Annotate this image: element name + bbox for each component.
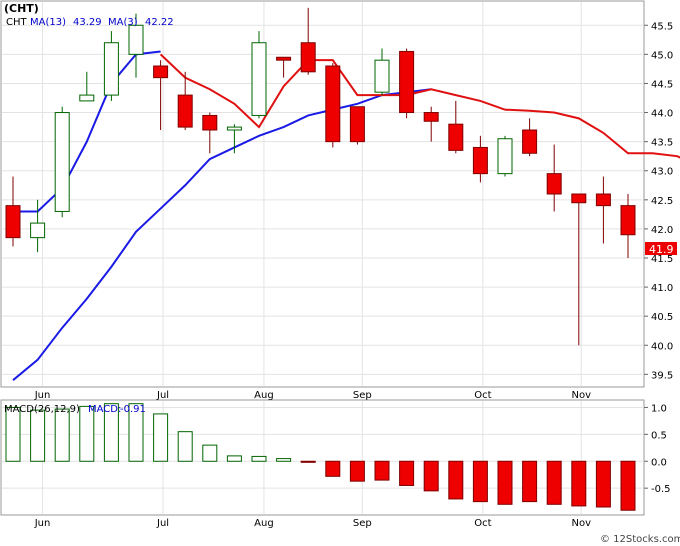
- candle-body: [448, 123, 464, 151]
- macd-tick-label: 0.5: [651, 430, 667, 441]
- macd-bar: [300, 460, 316, 463]
- macd-bar: [226, 455, 242, 462]
- month-label-macd: Sep: [353, 518, 372, 529]
- month-label: Jul: [156, 390, 169, 401]
- legend-ma3-value: 42.22: [145, 17, 174, 28]
- macd-tick-label: -0.5: [651, 484, 671, 495]
- candle-body: [226, 126, 242, 131]
- candle-body: [128, 24, 144, 55]
- price-tick-label: 45.0: [651, 50, 673, 61]
- month-label: Nov: [571, 390, 591, 401]
- candle-body: [202, 114, 218, 131]
- price-tick-label: 43.0: [651, 167, 673, 178]
- price-tick-label: 44.5: [651, 79, 673, 90]
- candle-body: [595, 193, 611, 207]
- candle-body: [103, 42, 119, 96]
- macd-bar: [620, 460, 636, 511]
- candle-body: [251, 42, 267, 116]
- candle-body: [497, 138, 513, 175]
- price-tick-label: 44.0: [651, 109, 673, 120]
- macd-bar: [153, 413, 169, 462]
- candle-body: [546, 173, 562, 195]
- price-tick-label: 40.0: [651, 341, 673, 352]
- candle-body: [571, 193, 587, 204]
- candle-body: [472, 146, 488, 175]
- candle-body: [153, 65, 169, 79]
- month-label-macd: Jun: [34, 518, 51, 529]
- candle-body: [325, 65, 341, 143]
- macd-bar: [202, 444, 218, 462]
- macd-tick-label: 0.0: [651, 457, 667, 468]
- candle-body: [349, 106, 365, 143]
- candle-body: [374, 59, 390, 93]
- macd-bar: [399, 460, 415, 486]
- month-label-macd: Oct: [474, 518, 491, 529]
- macd-bar: [128, 403, 144, 462]
- legend-ma3-label: MA(3): [108, 17, 138, 28]
- macd-bar: [472, 460, 488, 503]
- last-price-marker: [645, 242, 677, 255]
- month-label: Sep: [353, 390, 372, 401]
- price-tick-label: 39.5: [651, 370, 673, 381]
- month-label-macd: Jul: [156, 518, 169, 529]
- macd-tick-label: 1.0: [651, 403, 667, 414]
- ma13-line: [12, 88, 432, 381]
- legend-ma13-value: 43.29: [73, 17, 102, 28]
- macd-bar: [30, 409, 46, 462]
- candle-body: [30, 222, 46, 239]
- macd-panel-frame: [0, 399, 645, 516]
- legend-ma13-label: MA(13): [30, 17, 66, 28]
- macd-bar: [5, 406, 21, 462]
- month-label-macd: Nov: [571, 518, 591, 529]
- month-label: Aug: [254, 390, 274, 401]
- macd-bar: [522, 460, 538, 503]
- price-tick-label: 41.5: [651, 254, 673, 265]
- macd-bar: [177, 431, 193, 462]
- macd-bar: [276, 458, 292, 462]
- price-panel-frame: [0, 0, 645, 388]
- candle-body: [5, 205, 21, 239]
- chart-title: (CHT): [4, 2, 39, 15]
- candle-body: [522, 129, 538, 154]
- candle-body: [54, 112, 70, 212]
- macd-bar: [374, 460, 390, 481]
- price-tick-label: 41.0: [651, 283, 673, 294]
- price-tick-label: 42.0: [651, 225, 673, 236]
- price-tick-label: 43.5: [651, 138, 673, 149]
- macd-bar: [54, 408, 70, 462]
- macd-bar: [595, 460, 611, 508]
- macd-bar: [571, 460, 587, 507]
- candle-body: [276, 56, 292, 61]
- month-label: Oct: [474, 390, 491, 401]
- last-price-label: 41.9: [649, 243, 674, 256]
- candle-body: [399, 50, 415, 114]
- month-label-macd: Aug: [254, 518, 274, 529]
- candle-body: [79, 94, 95, 102]
- macd-bar: [349, 460, 365, 482]
- macd-bar: [423, 460, 439, 492]
- price-tick-label: 45.5: [651, 21, 673, 32]
- price-tick-label: 40.5: [651, 312, 673, 323]
- candle-body: [620, 205, 636, 236]
- macd-bar: [325, 460, 341, 477]
- ma3-line: [159, 53, 680, 159]
- macd-bar: [448, 460, 464, 500]
- legend-ticker: CHT: [6, 17, 28, 28]
- watermark: © 12Stocks.com: [600, 534, 680, 545]
- candle-body: [177, 94, 193, 128]
- macd-bar: [546, 460, 562, 505]
- macd-bar: [103, 403, 119, 462]
- macd-legend-label: MACD(26,12,9): [4, 404, 80, 415]
- macd-bar: [497, 460, 513, 505]
- macd-bar: [79, 405, 95, 462]
- candle-body: [423, 112, 439, 122]
- macd-legend-value-label: MACD:: [88, 404, 121, 415]
- price-tick-label: 42.5: [651, 196, 673, 207]
- candle-body: [300, 42, 316, 73]
- macd-legend-value: -0.91: [120, 404, 146, 415]
- macd-bar: [251, 455, 267, 462]
- month-label: Jun: [34, 390, 51, 401]
